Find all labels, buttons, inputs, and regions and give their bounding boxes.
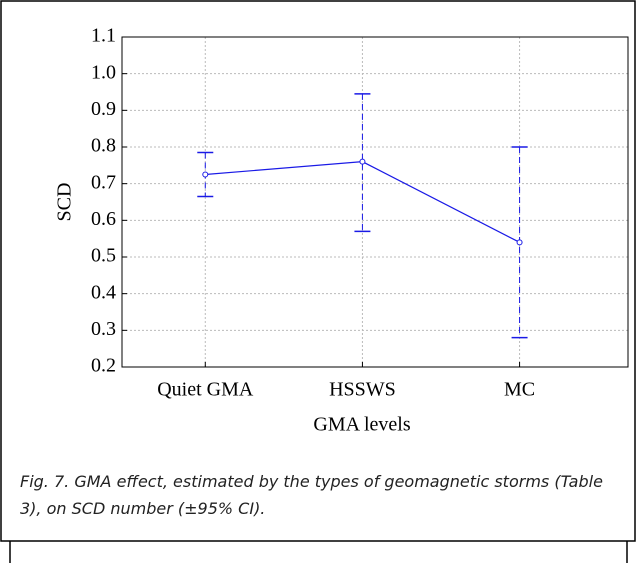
x-tick-label: HSSWS: [329, 379, 396, 401]
y-tick-label: 0.9: [91, 98, 116, 120]
x-axis-label: GMA levels: [313, 414, 410, 436]
y-tick-label: 0.7: [91, 171, 116, 193]
y-axis-label: SCD: [54, 183, 76, 222]
y-tick-label: 0.8: [91, 135, 116, 157]
y-tick-label: 1.0: [91, 61, 116, 83]
x-tick-label: MC: [504, 379, 535, 401]
y-tick-label: 0.4: [91, 281, 116, 303]
frame: [0, 0, 636, 542]
y-tick-label: 0.3: [91, 318, 116, 340]
x-tick-label: Quiet GMA: [157, 379, 254, 401]
marker: [359, 158, 366, 165]
marker: [516, 239, 523, 246]
marker: [202, 171, 209, 178]
plot-area: [121, 36, 629, 368]
y-tick-label: 0.2: [91, 355, 116, 377]
y-tick-label: 0.6: [91, 208, 116, 230]
y-tick-label: 1.1: [91, 25, 116, 47]
caption: Fig. 7. GMA effect, estimated by the typ…: [20, 472, 603, 518]
y-tick-label: 0.5: [91, 245, 116, 267]
